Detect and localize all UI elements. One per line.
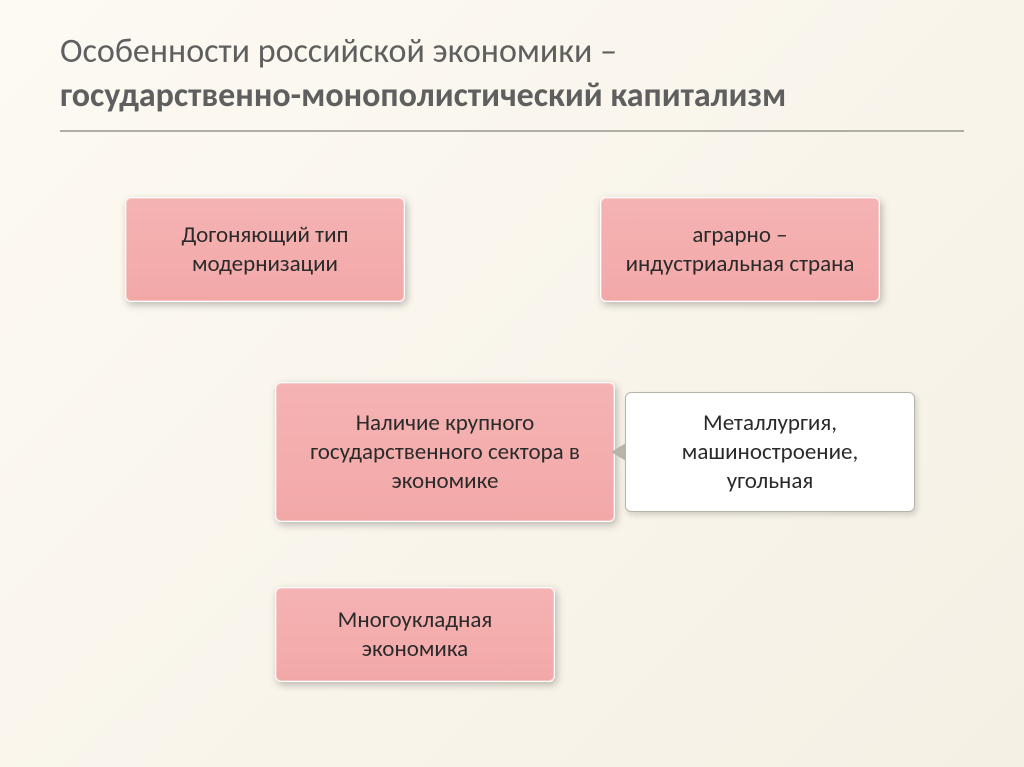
box-modernization-type: Догоняющий тип модернизации	[125, 197, 405, 302]
callout-industries: Металлургия, машиностроение, угольная	[625, 392, 915, 512]
diagram-area: Догоняющий тип модернизации аграрно – ин…	[60, 172, 964, 732]
callout-pointer-icon	[613, 444, 627, 460]
box-state-sector: Наличие крупного государственного сектор…	[275, 382, 615, 522]
title-line-2-bold: государственно-монополистический капитал…	[60, 75, 786, 116]
box-text: аграрно – индустриальная страна	[619, 221, 861, 279]
box-text: Наличие крупного государственного сектор…	[294, 409, 596, 495]
box-text: Догоняющий тип модернизации	[144, 221, 386, 279]
box-multi-structure-economy: Многоукладная экономика	[275, 587, 555, 682]
title-underline	[60, 130, 964, 132]
box-text: Многоукладная экономика	[294, 606, 536, 664]
title-block: Особенности российской экономики – госуд…	[60, 30, 964, 152]
callout-text: Металлургия, машиностроение, угольная	[640, 409, 900, 495]
slide-container: Особенности российской экономики – госуд…	[0, 0, 1024, 767]
box-agrarian-industrial: аграрно – индустриальная страна	[600, 197, 880, 302]
title-line-1: Особенности российской экономики –	[60, 31, 617, 72]
slide-title: Особенности российской экономики – госуд…	[60, 30, 964, 118]
